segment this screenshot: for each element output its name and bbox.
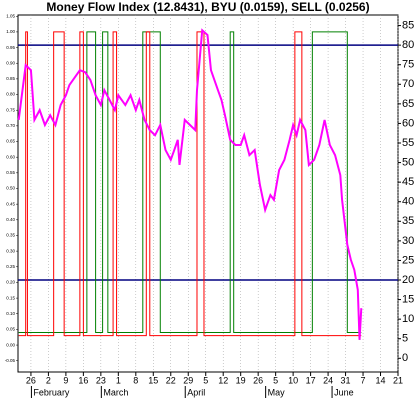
x-tick-label: 29 (183, 375, 193, 385)
x-tick-label: 19 (236, 375, 246, 385)
x-tick-label: 5 (273, 375, 278, 385)
y-tick-label: 85 (402, 19, 414, 31)
y-tick-label: 45 (402, 176, 414, 188)
x-tick-label: 16 (78, 375, 88, 385)
y2-tick-label: 0.85 (6, 76, 15, 81)
y2-tick-label: 0.50 (6, 186, 15, 191)
x-tick-label: 22 (166, 375, 176, 385)
y-tick-label: 80 (402, 39, 414, 51)
y2-tick-label: 0.40 (6, 217, 15, 222)
x-tick-label: 26 (253, 375, 263, 385)
y-tick-label: 70 (402, 78, 414, 90)
y2-tick-label: -0.05 (5, 358, 16, 363)
x-tick-label: 2 (46, 375, 51, 385)
y2-tick-label: 0.75 (6, 107, 15, 112)
x-tick-label: 5 (203, 375, 208, 385)
y2-tick-label: 0.55 (6, 170, 15, 175)
month-label: April (187, 387, 205, 397)
y2-tick-label: 0.35 (6, 233, 15, 238)
x-tick-label: 23 (96, 375, 106, 385)
series-line (17, 28, 363, 340)
y-tick-label: 40 (402, 196, 414, 208)
y2-tick-label: 0.70 (6, 123, 15, 128)
month-label: March (103, 387, 128, 397)
x-tick-label: 10 (288, 375, 298, 385)
y-tick-label: 15 (402, 293, 414, 305)
y-tick-label: 25 (402, 254, 414, 266)
x-tick-label: 1 (116, 375, 121, 385)
month-label: May (268, 387, 286, 397)
x-tick-label: 21 (393, 375, 403, 385)
y-tick-label: 10 (402, 313, 414, 325)
y-tick-label: 75 (402, 59, 414, 71)
y2-tick-label: 1.00 (6, 29, 15, 34)
y-tick-label: 55 (402, 137, 414, 149)
y-tick-label: 50 (402, 156, 414, 168)
plot-frame (17, 14, 399, 373)
x-tick-label: 12 (218, 375, 228, 385)
y-tick-label: 20 (402, 274, 414, 286)
x-tick-label: 14 (376, 375, 386, 385)
chart-title: Money Flow Index (12.8431), BYU (0.0159)… (46, 0, 369, 14)
y2-tick-label: 0.05 (6, 327, 15, 332)
y2-tick-label: 0.60 (6, 154, 15, 159)
y2-tick-label: 1.05 (6, 13, 15, 18)
y2-tick-label: 0.20 (6, 280, 15, 285)
x-tick-label: 15 (148, 375, 158, 385)
y2-tick-label: 0.25 (6, 264, 15, 269)
y-tick-label: 35 (402, 215, 414, 227)
x-tick-label: 24 (323, 375, 333, 385)
y2-tick-label: 0.80 (6, 92, 15, 97)
y2-tick-label: 0.00 (6, 342, 15, 347)
x-tick-label: 26 (26, 375, 36, 385)
series-line (18, 31, 362, 337)
y2-tick-label: 0.45 (6, 201, 15, 206)
y2-tick-label: 0.65 (6, 139, 15, 144)
x-tick-label: 31 (341, 375, 351, 385)
month-label: February (33, 387, 70, 397)
y2-tick-label: 0.30 (6, 248, 15, 253)
x-tick-label: 17 (306, 375, 316, 385)
month-label: June (334, 387, 354, 397)
x-tick-label: 9 (63, 375, 68, 385)
y-tick-label: 0 (402, 352, 408, 364)
x-tick-label: 8 (133, 375, 138, 385)
series-line (18, 31, 362, 334)
y-tick-label: 5 (402, 333, 408, 345)
y2-tick-label: 0.95 (6, 45, 15, 50)
x-tick-label: 7 (361, 375, 366, 385)
y-tick-label: 65 (402, 98, 414, 110)
y-tick-label: 30 (402, 235, 414, 247)
y2-tick-label: 0.10 (6, 311, 15, 316)
y-tick-label: 60 (402, 117, 414, 129)
y2-tick-label: 0.90 (6, 60, 15, 65)
y2-tick-label: 0.15 (6, 295, 15, 300)
